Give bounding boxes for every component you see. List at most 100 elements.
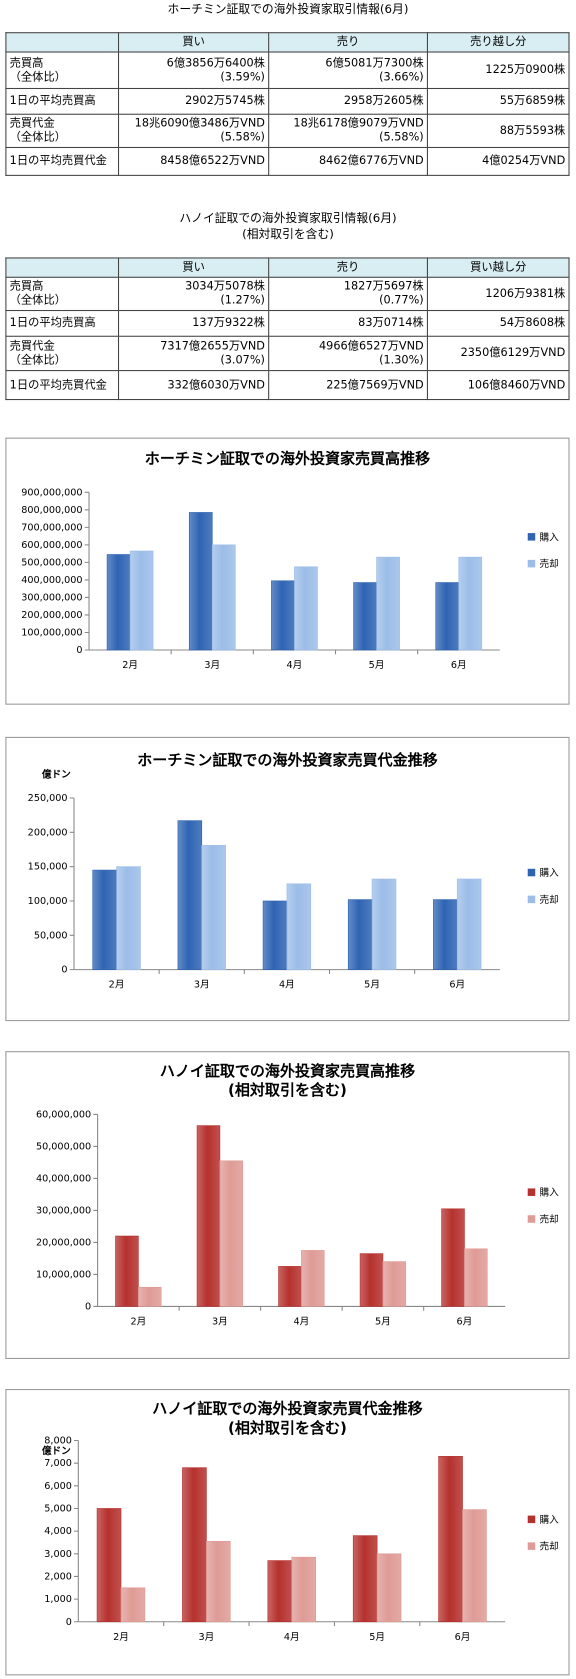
legend-swatch: [527, 533, 536, 541]
y-tick-label: 6,000: [44, 1481, 72, 1492]
y-tick-label: 50,000,000: [36, 1141, 91, 1152]
bar: [376, 1553, 402, 1623]
x-tick-label: 2月: [109, 980, 125, 991]
chart-title: ハノイ証取での海外投資家売買高推移 (相対取引を含む): [159, 1062, 416, 1100]
chart-title: ハノイ証取での海外投資家売買代金推移 (相対取引を含む): [152, 1400, 423, 1438]
x-tick-label: 5月: [369, 1632, 385, 1643]
bar: [120, 1587, 146, 1623]
chart: 0 100,000,000 200,000,000 300,000,000 400,00…: [21, 487, 559, 671]
row-label: 1日の平均売買高: [5, 87, 120, 115]
cell: 2350億6129万VND: [426, 335, 570, 372]
row-label: 売買代金 （全体比）: [5, 335, 120, 372]
legend-swatch: [527, 868, 536, 877]
bar: [382, 1261, 407, 1307]
table-title: ホーチミン証取での海外投資家取引情報(6月): [167, 2, 409, 17]
y-tick-label: 200,000,000: [21, 610, 82, 621]
bar: [433, 899, 458, 970]
row-label: 売買高 （全体比）: [5, 276, 120, 312]
y-tick-label: 900,000,000: [21, 487, 82, 498]
cell: 8458億6522万VND: [117, 146, 270, 176]
bar: [271, 580, 295, 651]
cell: 6億5081万7300株 (3.66%): [268, 51, 428, 90]
y-tick-label: 1,000: [44, 1594, 72, 1605]
y-tick-label: 8,000: [44, 1436, 72, 1447]
bar: [138, 1286, 162, 1307]
y-tick-label: 500,000,000: [21, 557, 82, 568]
table-row: 1日の平均売買高 137万9322株 83万0714株 54万8608株: [5, 309, 570, 337]
chart: 億ドン 0 1,000 2,000 3,000 4,000 5,000 6,000 7,000 8…: [42, 1436, 559, 1643]
bar: [267, 1560, 293, 1623]
data-table: 買い 売り 買い越し分 売買高 （全体比） 3034万5078株 (1.27%) 1827…: [5, 257, 570, 401]
legend-swatch: [527, 559, 536, 568]
y-tick-label: 10,000,000: [36, 1269, 91, 1280]
chart: 0 10,000,000 20,000,000 30,000,000 40,000,00…: [36, 1109, 560, 1327]
bar: [206, 1541, 231, 1623]
chart-box: 0 10,000,000 20,000,000 30,000,000 40,000,00…: [5, 1051, 570, 1359]
bar: [196, 1125, 221, 1307]
legend-swatch: [527, 1215, 536, 1223]
bar: [177, 820, 203, 970]
x-tick-label: 6月: [457, 1316, 473, 1327]
y-tick-label: 150,000: [28, 862, 68, 873]
y-tick-label: 60,000,000: [36, 1109, 91, 1120]
bar: [371, 878, 397, 970]
table-row: 1日の平均売買代金 332億6030万VND 225億7569万VND 106億846…: [5, 370, 570, 401]
row-label: 1日の平均売買高: [5, 309, 120, 337]
legend-label: 購入: [540, 1187, 560, 1199]
header-cell: [5, 32, 120, 53]
legend-swatch: [527, 1515, 536, 1524]
y-tick-label: 3,000: [44, 1549, 72, 1560]
x-tick-label: 3月: [204, 660, 220, 671]
y-tick-label: 4,000: [44, 1526, 72, 1537]
bar: [182, 1467, 207, 1623]
cell: 83万0714株: [268, 309, 428, 337]
x-tick-label: 2月: [130, 1316, 146, 1327]
row-label: 売買高 （全体比）: [5, 51, 120, 90]
y-tick-label: 50,000: [34, 930, 68, 941]
table-row: 1日の平均売買代金 8458億6522万VND 8462億6776万VND 4億025…: [5, 146, 570, 176]
x-tick-label: 5月: [369, 660, 385, 671]
x-tick-label: 2月: [122, 660, 138, 671]
cell: 332億6030万VND: [117, 370, 270, 401]
cell: 137万9322株: [117, 309, 270, 337]
bar: [96, 1508, 122, 1623]
y-tick-label: 0: [85, 1301, 91, 1312]
y-tick-label: 20,000,000: [36, 1237, 91, 1248]
bar: [115, 1235, 139, 1307]
y-tick-label: 0: [76, 645, 82, 656]
bar: [353, 582, 377, 651]
x-tick-label: 5月: [364, 980, 380, 991]
y-tick-label: 700,000,000: [21, 522, 82, 533]
bar: [286, 883, 312, 970]
cell: 3034万5078株 (1.27%): [117, 276, 270, 312]
x-tick-label: 4月: [284, 1632, 300, 1643]
legend-label: 購入: [540, 867, 560, 879]
y-tick-label: 100,000,000: [21, 627, 82, 638]
bar: [347, 899, 373, 970]
bar: [92, 869, 117, 970]
bar: [211, 544, 236, 651]
chart-box: 億ドン 0 1,000 2,000 3,000 4,000 5,000 6,000 7,000 8…: [5, 1389, 570, 1676]
header-cell: 買い越し分: [426, 257, 570, 278]
bar: [294, 566, 318, 651]
y-unit: 億ドン: [42, 768, 71, 780]
bar: [219, 1160, 244, 1307]
y-tick-label: 2,000: [44, 1571, 72, 1582]
y-tick-label: 800,000,000: [21, 505, 82, 516]
x-tick-label: 4月: [287, 660, 303, 671]
bar: [438, 1456, 463, 1623]
header-row: 買い 売り 売り越し分: [5, 32, 570, 53]
header-cell: 売り: [268, 257, 428, 278]
x-tick-label: 3月: [194, 980, 210, 991]
legend-swatch: [527, 1188, 536, 1196]
y-tick-label: 30,000,000: [36, 1205, 91, 1216]
x-tick-label: 6月: [451, 660, 467, 671]
cell: 2958万2605株: [268, 87, 428, 115]
x-tick-label: 4月: [294, 1316, 310, 1327]
bar: [129, 550, 154, 651]
chart-box: 億ドン 0 50,000 100,000 150,000 200,000 250,000 2月…: [5, 736, 570, 1022]
cell: 54万8608株: [426, 309, 570, 337]
cell: 6億3856万6400株 (3.59%): [117, 51, 270, 90]
